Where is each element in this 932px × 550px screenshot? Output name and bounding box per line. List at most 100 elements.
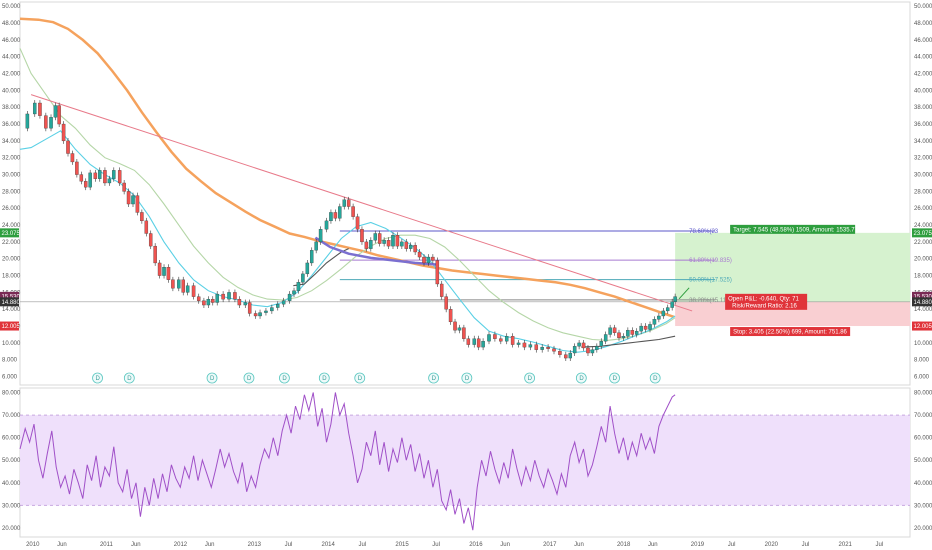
- rsi-y-tick-left: 40.000: [2, 481, 21, 487]
- candle-body: [665, 307, 670, 312]
- candle-body: [162, 267, 166, 276]
- x-tick-label: 2020: [765, 542, 779, 548]
- candle-body: [126, 191, 131, 205]
- candle-body: [577, 342, 581, 347]
- dividend-marker-label: D: [247, 376, 252, 382]
- candle-body: [157, 262, 162, 276]
- open-pnl-label: Open P&L: -0.640, Qty: 71: [728, 296, 799, 302]
- candle-body: [171, 279, 175, 289]
- moving-average-line: [19, 48, 676, 341]
- dividend-marker: [609, 372, 620, 384]
- candle-body: [373, 233, 378, 241]
- candle-body: [346, 199, 351, 207]
- y-tick-label-left: 40.000: [2, 88, 21, 94]
- y-tick-label-right: 26.000: [914, 206, 932, 212]
- candle-body: [305, 262, 310, 275]
- y-tick-label-right: 22.000: [914, 240, 932, 246]
- price-badge-left: [0, 228, 19, 238]
- price-badge-right: [912, 291, 932, 301]
- candle-body: [630, 330, 635, 335]
- y-tick-label-right: 40.000: [914, 88, 932, 94]
- candle-body: [612, 327, 617, 333]
- candle-body: [177, 279, 181, 289]
- dividend-marker: [575, 372, 587, 384]
- price-badge-right: [912, 228, 932, 238]
- candle-body: [426, 256, 431, 264]
- candle-body: [510, 336, 515, 345]
- candle-body: [417, 251, 422, 258]
- candle-body: [572, 346, 577, 354]
- x-tick-label: 2010: [26, 542, 40, 548]
- price-badge-left: [0, 291, 19, 301]
- candle-body: [61, 123, 66, 142]
- candle-body: [131, 195, 135, 205]
- fib-level-label: 61.80%(19.835): [689, 258, 732, 264]
- candle-body: [144, 220, 149, 234]
- candle-body: [476, 338, 481, 348]
- stop-label-bg: [730, 327, 851, 337]
- y-tick-label-left: 28.000: [2, 189, 21, 195]
- candle-body: [253, 313, 258, 317]
- risk-reward-label: Risk/Reward Ratio: 2.16: [732, 303, 797, 309]
- dividend-marker: [243, 372, 255, 384]
- candle-body: [309, 250, 314, 264]
- y-tick-label-left: 34.000: [2, 139, 21, 145]
- dividend-marker-label: D: [432, 376, 437, 382]
- rsi-y-tick-left: 80.000: [2, 391, 21, 397]
- candle-body: [355, 216, 360, 230]
- fib-level-label: 78.60%(23: [689, 229, 719, 235]
- x-tick-label: Jun: [57, 542, 67, 548]
- x-tick-label: Jun: [131, 542, 141, 548]
- x-tick-label: Jun: [648, 542, 658, 548]
- rsi-y-tick-right: 50.000: [914, 458, 932, 464]
- candle-body: [621, 336, 626, 339]
- position-arrow: [678, 287, 690, 300]
- candle-body: [148, 233, 153, 247]
- candle-body: [191, 285, 196, 297]
- dividend-marker: [649, 372, 661, 384]
- x-tick-label: 2013: [248, 542, 262, 548]
- candle-body: [444, 296, 448, 310]
- y-tick-label-left: 38.000: [2, 105, 21, 111]
- candle-body: [603, 334, 608, 342]
- candle-body: [586, 347, 590, 354]
- y-tick-label-right: 32.000: [914, 156, 932, 162]
- y-tick-label-left: 24.000: [2, 223, 21, 229]
- candle-body: [79, 174, 84, 182]
- candle-body: [292, 290, 296, 295]
- y-tick-label-right: 44.000: [914, 55, 932, 61]
- candle-body: [25, 113, 30, 129]
- y-tick-label-right: 8.000: [914, 358, 930, 364]
- rsi-y-tick-right: 30.000: [914, 503, 932, 509]
- rsi-y-tick-left: 70.000: [2, 413, 21, 419]
- y-tick-label-right: 18.000: [914, 274, 932, 280]
- candle-body: [264, 310, 268, 313]
- candle-body: [487, 334, 491, 342]
- price-badge-right-text: 12.005: [914, 324, 932, 330]
- y-tick-label-right: 48.000: [914, 21, 932, 27]
- candle-body: [166, 267, 171, 280]
- dividend-marker-label: D: [127, 376, 132, 382]
- candle-body: [153, 245, 157, 264]
- x-tick-label: 2015: [395, 542, 409, 548]
- dividend-marker: [123, 372, 135, 384]
- dividend-marker-label: D: [465, 376, 470, 382]
- rsi-y-tick-left: 20.000: [2, 526, 21, 532]
- candle-body: [673, 296, 677, 302]
- y-tick-label-left: 36.000: [2, 122, 21, 128]
- x-tick-label: 2016: [469, 542, 483, 548]
- rsi-line: [19, 392, 676, 531]
- candle-body: [314, 241, 318, 251]
- x-tick-label: Jul: [285, 542, 293, 548]
- x-tick-label: 2021: [839, 542, 853, 548]
- open-pnl-bg: [725, 293, 808, 310]
- y-tick-label-right: 50.000: [914, 4, 932, 10]
- rsi-panel[interactable]: 20.000 20.000 30.000 30.000 40.000 40.000 50.0…: [2, 387, 932, 538]
- trendline: [30, 94, 693, 312]
- candle-body: [581, 342, 586, 349]
- candle-body: [590, 349, 595, 354]
- x-tick-label: 2018: [617, 542, 631, 548]
- price-panel[interactable]: 6.0006.0008.0008.00010.00010.00012.00012…: [0, 1, 932, 386]
- price-badge-right: [912, 321, 932, 331]
